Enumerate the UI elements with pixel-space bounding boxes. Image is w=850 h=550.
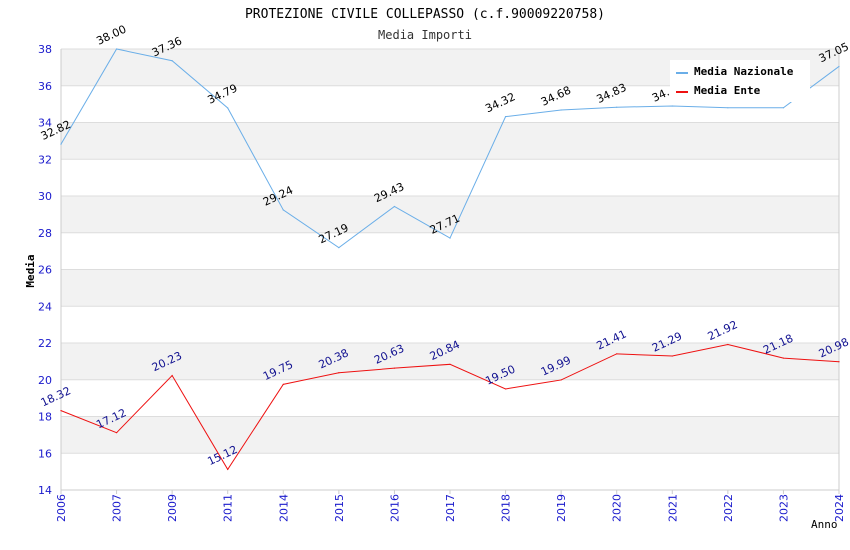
x-tick-label: 2015 (333, 494, 346, 522)
series-lines (60, 48, 840, 471)
x-tick-label: 2022 (722, 494, 735, 522)
data-point-media-nazionale (616, 106, 618, 108)
chart-title: PROTEZIONE CIVILE COLLEPASSO (c.f.900092… (245, 7, 605, 22)
y-tick-label: 26 (38, 264, 52, 277)
y-axis-label: Media (24, 254, 37, 287)
data-point-media-nazionale (171, 60, 173, 62)
x-tick-labels: 2006 2007 2009 2011 2014 2015 2016 2017 2018 2019… (55, 494, 846, 522)
data-point-media-nazionale (560, 109, 562, 111)
y-tick-label: 14 (38, 484, 52, 497)
x-tick-label: 2014 (277, 494, 290, 522)
y-tick-label: 34 (38, 117, 52, 130)
x-tick-label: 2011 (222, 494, 235, 522)
legend-label-media-ente: Media Ente (694, 84, 761, 97)
y-tick-label: 32 (38, 153, 52, 166)
y-tick-label: 36 (38, 80, 52, 93)
x-tick-label: 2007 (111, 494, 124, 522)
data-label-media-nazionale: 34.68 (539, 84, 573, 109)
data-point-media-ente (838, 361, 840, 363)
x-tick-label: 2021 (666, 494, 679, 522)
data-label-media-nazionale: 34. (650, 86, 671, 105)
data-point-media-nazionale (393, 205, 396, 208)
data-label-media-nazionale: 34.32 (483, 90, 517, 115)
y-tick-label: 22 (38, 337, 52, 350)
data-point-media-nazionale (782, 107, 785, 109)
data-point-media-nazionale (338, 247, 340, 249)
data-point-media-nazionale (671, 105, 673, 107)
data-point-media-ente (727, 343, 729, 346)
data-point-media-ente (393, 367, 396, 369)
chart-subtitle: Media Importi (378, 28, 472, 42)
data-point-media-nazionale (282, 209, 284, 211)
grid-band (61, 269, 839, 307)
x-tick-label: 2009 (166, 494, 179, 522)
x-tick-label: 2024 (833, 494, 846, 522)
legend-label-media-nazionale: Media Nazionale (694, 65, 794, 78)
legend-box (670, 60, 810, 102)
grid-band (61, 343, 839, 380)
data-point-media-ente (227, 468, 229, 471)
data-point-media-ente (282, 383, 284, 385)
x-tick-label: 2018 (500, 494, 513, 522)
data-point-media-nazionale (727, 107, 729, 109)
data-label-media-ente: 21.92 (706, 318, 740, 343)
y-tick-label: 38 (38, 43, 52, 56)
x-tick-label: 2017 (444, 494, 457, 522)
data-point-media-nazionale (227, 107, 229, 109)
grid-band (61, 196, 839, 233)
x-tick-label: 2020 (611, 494, 624, 522)
data-label-media-ente: 18.32 (39, 384, 73, 409)
data-point-media-ente (115, 432, 118, 434)
grid-band (61, 416, 839, 454)
data-point-media-ente (338, 372, 340, 374)
data-point-media-ente (504, 388, 507, 390)
y-tick-label: 18 (38, 411, 52, 424)
grid-bands (61, 49, 839, 454)
x-axis-label: Anno (811, 518, 838, 531)
grid-band (61, 122, 839, 160)
y-tick-label: 20 (38, 374, 52, 387)
data-point-media-ente (60, 410, 62, 412)
data-point-media-nazionale (504, 116, 507, 118)
y-tick-label: 16 (38, 447, 52, 460)
y-tick-label: 24 (38, 300, 52, 313)
data-label-media-nazionale: 38.00 (94, 23, 128, 48)
y-tick-label: 30 (38, 190, 52, 203)
data-point-media-ente (782, 357, 785, 359)
axes (60, 49, 840, 494)
x-tick-label: 2023 (777, 494, 790, 522)
data-point-media-ente (171, 374, 173, 377)
y-tick-label: 28 (38, 227, 52, 240)
data-point-media-ente (449, 363, 451, 365)
data-point-media-nazionale (115, 48, 118, 50)
x-tick-label: 2016 (388, 494, 401, 522)
x-tick-label: 2006 (55, 494, 68, 522)
y-tick-labels: 14 16 18 20 22 24 26 28 30 32 34 36 38 (38, 43, 52, 497)
x-tick-label: 2019 (555, 494, 568, 522)
data-point-media-ente (671, 355, 673, 357)
data-point-media-nazionale (449, 237, 451, 239)
data-point-media-ente (616, 353, 618, 355)
data-point-media-nazionale (60, 143, 62, 145)
grid-lines (61, 48, 839, 491)
data-point-media-nazionale (838, 65, 840, 68)
legend: Media Nazionale Media Ente (670, 60, 810, 102)
data-point-media-ente (560, 379, 562, 381)
